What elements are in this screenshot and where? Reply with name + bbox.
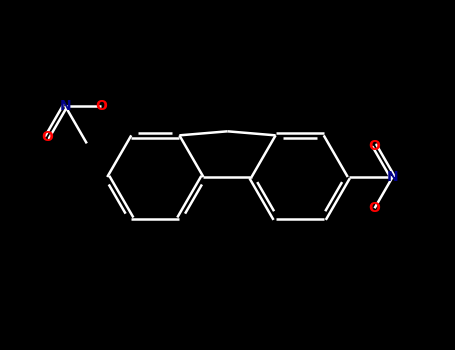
Text: O: O — [95, 99, 107, 113]
Text: N: N — [59, 99, 71, 113]
Text: O: O — [41, 130, 53, 144]
Text: O: O — [369, 139, 380, 153]
Text: O: O — [369, 201, 380, 215]
Text: N: N — [387, 170, 399, 184]
